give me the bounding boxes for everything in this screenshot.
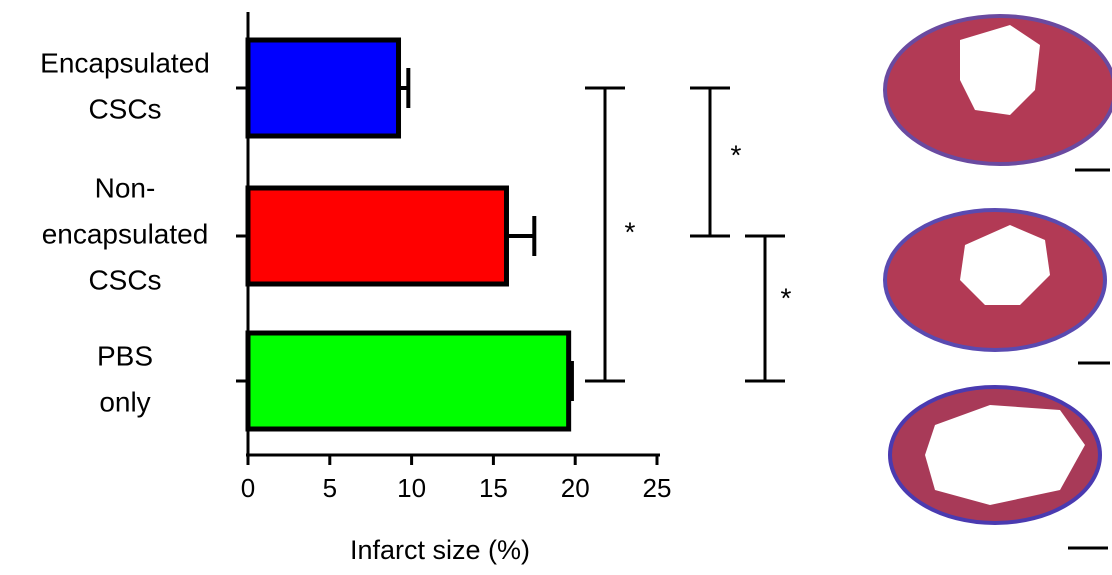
bar bbox=[248, 188, 506, 284]
x-tick-label: 5 bbox=[323, 473, 337, 503]
x-tick-label: 20 bbox=[561, 473, 590, 503]
y-tick-label: CSCs bbox=[88, 93, 161, 124]
y-tick-label: CSCs bbox=[88, 264, 161, 295]
bar bbox=[248, 333, 569, 429]
y-tick-label: Non- bbox=[95, 172, 156, 203]
y-tick-label: encapsulated bbox=[42, 218, 209, 249]
x-tick-label: 15 bbox=[479, 473, 508, 503]
y-tick-label: Encapsulated bbox=[40, 47, 210, 78]
y-tick-label: only bbox=[99, 386, 150, 417]
x-tick-label: 10 bbox=[397, 473, 426, 503]
bar bbox=[248, 40, 399, 136]
histology-images bbox=[885, 16, 1112, 548]
y-tick-label: PBS bbox=[97, 340, 153, 371]
x-axis-label: Infarct size (%) bbox=[350, 535, 530, 565]
significance-label: * bbox=[731, 139, 742, 170]
x-tick-label: 25 bbox=[643, 473, 672, 503]
significance-label: * bbox=[781, 282, 792, 313]
chart: Infarct size (%) 0 5 10 15 20 25 Encapsulated C… bbox=[0, 0, 1112, 575]
x-tick-label: 0 bbox=[241, 473, 255, 503]
page: Infarct size (%) 0 5 10 15 20 25 Encapsulated C… bbox=[0, 0, 1112, 575]
significance-label: * bbox=[625, 216, 636, 247]
